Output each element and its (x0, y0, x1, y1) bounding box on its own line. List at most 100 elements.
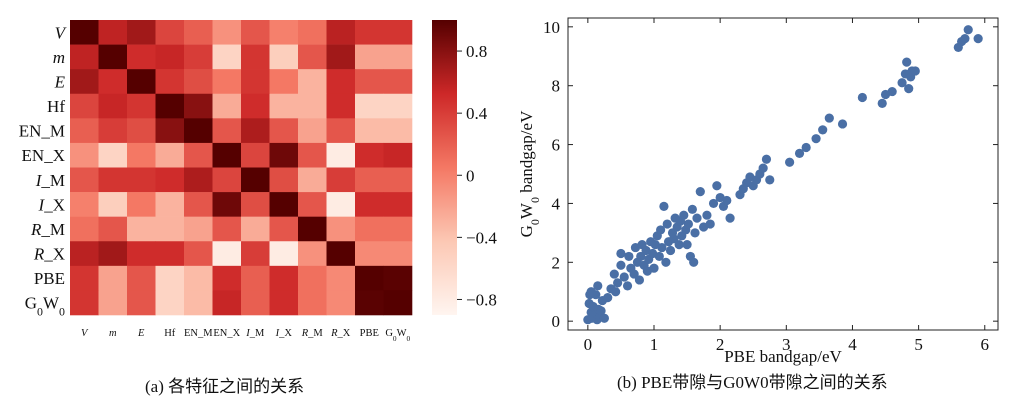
colorbar-tick-label: 0.4 (466, 104, 488, 123)
heatmap-cell (383, 118, 413, 144)
data-point (596, 306, 606, 316)
heatmap-cell (98, 216, 128, 242)
heatmap-cell (184, 241, 213, 267)
heatmap-cell (98, 265, 128, 291)
heatmap-cell (326, 216, 356, 242)
x-axis-label: PBE bandgap/eV (724, 347, 842, 366)
heatmap-cell (298, 44, 327, 70)
heatmap-cell (298, 241, 327, 267)
caption-b: (b) PBE带隙与G0W0带隙之间的关系 (617, 373, 888, 392)
data-point (616, 260, 626, 270)
heatmap-cell (383, 44, 413, 70)
heatmap-cell (212, 69, 242, 95)
row-label: R_X (33, 245, 65, 264)
x-tick-label: 4 (848, 335, 857, 354)
col-label: m (109, 328, 117, 339)
col-label: R_X (330, 328, 351, 339)
heatmap-cell (326, 20, 356, 45)
data-point (897, 78, 907, 88)
heatmap-cell (241, 192, 270, 217)
heatmap-cell (184, 192, 213, 217)
data-point (904, 84, 914, 94)
heatmap-cell (383, 216, 413, 242)
heatmap-cell (127, 118, 156, 144)
heatmap-cell (355, 192, 384, 217)
heatmap-cell (98, 290, 128, 316)
row-label: R_M (30, 220, 65, 239)
heatmap-cell (269, 142, 299, 168)
x-tick-label: 2 (716, 335, 725, 354)
data-point (624, 251, 634, 262)
data-point (679, 210, 689, 220)
row-label: PBE (34, 269, 65, 288)
data-point (761, 154, 772, 164)
heatmap-cell (98, 20, 128, 45)
heatmap-cell (98, 93, 128, 119)
y-tick-label: 6 (552, 136, 561, 155)
colorbar: 0.8 0.4 0 −0.4 −0.8 (432, 20, 497, 315)
data-point (609, 269, 619, 279)
heatmap-cell (70, 290, 99, 316)
heatmap-cell (355, 241, 384, 267)
heatmap-cell (383, 241, 413, 267)
x-tick-label: 1 (650, 335, 659, 354)
heatmap-cell (212, 142, 242, 168)
data-point (687, 204, 697, 214)
colorbar-tick-label: 0.8 (466, 42, 487, 61)
heatmap-cell (326, 44, 356, 70)
heatmap-cell (326, 192, 356, 217)
row-label: Hf (47, 97, 65, 116)
heatmap-cell (269, 20, 299, 45)
colorbar-tick-label: −0.4 (466, 228, 497, 247)
heatmap-cell (212, 241, 242, 267)
data-point (662, 219, 672, 229)
data-point (758, 163, 768, 173)
heatmap-cell (184, 290, 213, 316)
heatmap-cell (241, 265, 270, 291)
data-point (622, 281, 633, 291)
colorbar-tick-label: −0.8 (466, 290, 497, 309)
heatmap-cell (269, 216, 299, 242)
heatmap-cell (184, 93, 213, 119)
data-point (682, 240, 692, 250)
data-point (695, 187, 705, 197)
row-label: EN_X (22, 146, 65, 165)
heatmap-cell (98, 44, 128, 70)
data-point (692, 213, 702, 223)
y-tick-label: 0 (552, 312, 561, 331)
heatmap-cell (155, 20, 185, 45)
heatmap-cell (241, 290, 270, 316)
data-point (963, 25, 973, 35)
heatmap-cell (241, 44, 270, 70)
heatmap-cell (155, 69, 185, 95)
data-point (657, 242, 667, 253)
x-tick-label: 0 (584, 335, 593, 354)
heatmap-cell (241, 241, 270, 267)
heatmap-cell (70, 20, 99, 45)
heatmap-cell (298, 142, 327, 168)
data-point (857, 92, 867, 103)
data-point (634, 275, 645, 285)
data-point (665, 245, 676, 256)
data-point (794, 148, 805, 158)
col-label: V (81, 328, 89, 339)
data-point (611, 287, 621, 297)
heatmap-cell (355, 69, 384, 95)
colorbar-gradient (432, 20, 457, 315)
heatmap-cell (269, 241, 299, 267)
heatmap-cell (241, 216, 270, 242)
heatmap-cell (355, 167, 384, 193)
heatmap-cell (127, 290, 156, 316)
data-point (636, 251, 646, 262)
heatmap-cell (127, 192, 156, 217)
x-tick-label: 3 (782, 335, 791, 354)
heatmap-cell (383, 290, 413, 316)
heatmap-cell (184, 142, 213, 168)
heatmap-cell (269, 93, 299, 119)
data-point (811, 134, 821, 144)
heatmap-cell (269, 265, 299, 291)
heatmap-cell (212, 20, 242, 45)
plot-frame (567, 17, 999, 331)
y-tick-label: 8 (552, 77, 561, 96)
